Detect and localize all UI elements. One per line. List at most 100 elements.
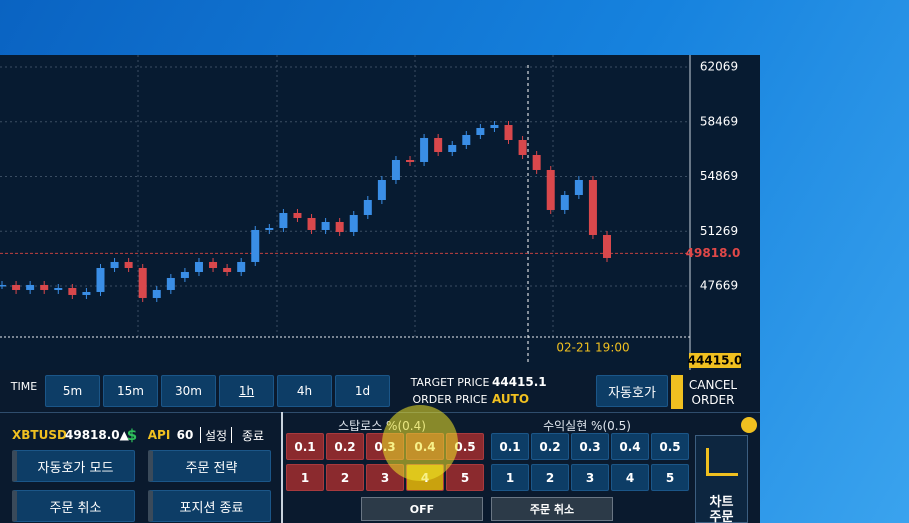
chart-order-button[interactable] (695, 435, 748, 523)
candle (391, 159, 400, 180)
cursor-price-label: 44415.0 (688, 354, 743, 368)
candle (265, 227, 274, 230)
candle (209, 261, 218, 268)
candle (223, 267, 232, 272)
candle (504, 125, 513, 140)
symbol: XBTUSD (12, 428, 67, 442)
step-button[interactable]: 5 (446, 464, 484, 491)
candle (54, 287, 63, 290)
auto-quote-button[interactable]: 자동호가 (596, 375, 668, 407)
cancel-strip (671, 375, 683, 409)
currency-icon: $ (126, 426, 138, 444)
trading-app: 62069 58469 54869 51269 47669 49818.0 02-21 19… (0, 55, 760, 523)
step-button[interactable]: 1 (491, 464, 529, 491)
section-title: 스탑로스 %(0.4) (338, 418, 426, 433)
candle (560, 194, 569, 210)
percent-button[interactable]: 0.5 (651, 433, 689, 460)
step-button[interactable]: 3 (571, 464, 609, 491)
interval-button[interactable]: 30m (161, 375, 216, 407)
percent-button[interactable]: 0.4 (611, 433, 649, 460)
cursor-price-box (689, 353, 741, 368)
step-button[interactable]: 4 (611, 464, 649, 491)
current-price-label: 49818.0 (686, 246, 741, 260)
order-price: AUTO (492, 392, 530, 406)
y-tick-label: 62069 (700, 60, 738, 74)
chart-order-2: 주문 (709, 509, 734, 523)
step-button[interactable]: 2 (326, 464, 364, 491)
interval-button[interactable]: 1h (219, 375, 274, 407)
api-label: API (147, 428, 171, 442)
candle (138, 267, 147, 298)
candle (12, 284, 21, 290)
y-tick-label: 51269 (700, 224, 738, 238)
candle (279, 213, 288, 228)
candle (251, 229, 260, 262)
candle (546, 169, 555, 210)
side-button[interactable]: 포지션 종료 (148, 490, 271, 522)
chart-order-1: 차트 (709, 494, 734, 510)
cursor-time: 02-21 19:00 (556, 341, 629, 355)
step-button[interactable]: 3 (366, 464, 404, 491)
candle (363, 199, 372, 215)
y-tick-label: 47669 (700, 279, 738, 293)
price-chart: 62069 58469 54869 51269 47669 49818.0 02-21 19… (0, 55, 760, 370)
candle (532, 154, 541, 170)
step-button[interactable]: 2 (531, 464, 569, 491)
side-button[interactable]: 주문 전략 (148, 450, 271, 482)
side-button[interactable]: 자동호가 모드 (12, 450, 135, 482)
cancel-order-button[interactable]: 주문 취소 (491, 497, 613, 521)
percent-button[interactable]: 0.5 (446, 433, 484, 460)
off-button[interactable]: OFF (361, 497, 483, 521)
panel-divider-v (281, 412, 283, 523)
candle (321, 221, 330, 230)
step-button[interactable]: 5 (651, 464, 689, 491)
candle (237, 261, 246, 272)
candle (406, 159, 415, 162)
candle (476, 128, 485, 135)
step-button[interactable]: 1 (286, 464, 324, 491)
candle (152, 289, 161, 298)
interval-button[interactable]: 4h (277, 375, 332, 407)
percent-button[interactable]: 0.4 (406, 433, 444, 460)
percent-button[interactable]: 0.1 (286, 433, 324, 460)
candle (166, 277, 175, 290)
candle (110, 261, 119, 268)
panel-divider (0, 412, 760, 413)
api-value: 60 (176, 428, 194, 442)
settings-link[interactable]: 설정 (200, 427, 232, 443)
cancel-order-2: ORDER (691, 392, 735, 407)
candle (377, 179, 386, 200)
interval-button[interactable]: 15m (103, 375, 158, 407)
percent-button[interactable]: 0.2 (531, 433, 569, 460)
candle (490, 125, 499, 129)
candle (26, 284, 35, 290)
order-label: ORDER PRICE (412, 392, 488, 406)
section-title: 수익실현 %(0.5) (543, 418, 631, 433)
side-button[interactable]: 주문 취소 (12, 490, 135, 522)
target-label: TARGET PRICE (410, 375, 490, 389)
candle (420, 137, 429, 162)
candle (518, 140, 527, 155)
step-button[interactable]: 4 (406, 464, 444, 491)
percent-button[interactable]: 0.3 (571, 433, 609, 460)
candle (574, 179, 583, 195)
candle (0, 284, 6, 287)
candle (349, 214, 358, 232)
candle (335, 221, 344, 232)
percent-button[interactable]: 0.3 (366, 433, 404, 460)
percent-button[interactable]: 0.2 (326, 433, 364, 460)
interval-button[interactable]: 1d (335, 375, 390, 407)
exit-link[interactable]: 종료 (241, 428, 265, 443)
candle (307, 217, 316, 230)
candle (434, 137, 443, 152)
price: 49818.0▲ (65, 428, 129, 442)
info-icon (741, 417, 757, 433)
candle (448, 145, 457, 152)
y-tick-label: 58469 (700, 114, 738, 128)
interval-button[interactable]: 5m (45, 375, 100, 407)
candle (180, 271, 189, 278)
candle (96, 267, 105, 292)
candle (40, 284, 49, 290)
percent-button[interactable]: 0.1 (491, 433, 529, 460)
candle (462, 134, 471, 146)
